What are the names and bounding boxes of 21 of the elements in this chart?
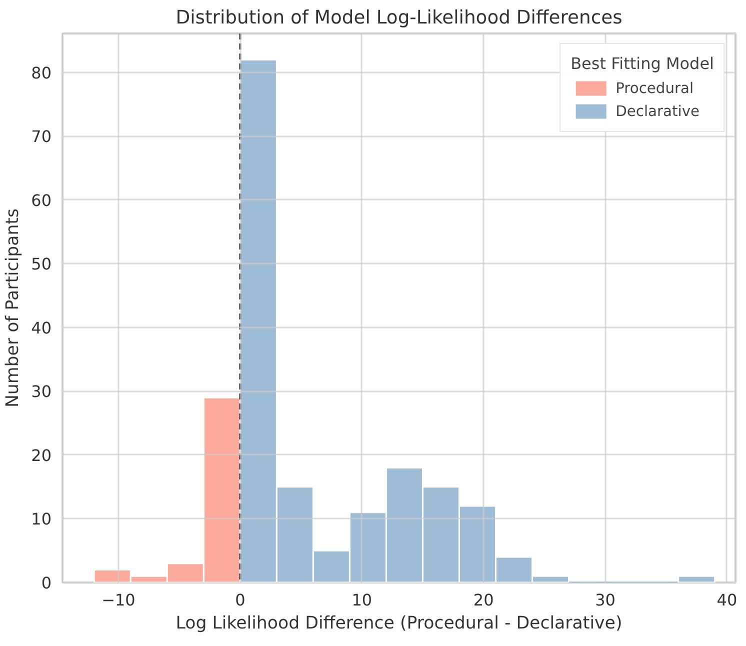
- y-tick-label: 60: [31, 190, 52, 210]
- legend-title: Best Fitting Model: [570, 54, 714, 73]
- y-axis-title: Number of Participants: [3, 208, 24, 408]
- x-tick-label: 0: [235, 590, 246, 610]
- y-tick-label: 70: [31, 127, 52, 146]
- x-tick-label: 40: [716, 590, 738, 610]
- x-tick-label: 10: [352, 590, 372, 610]
- chart-title: Distribution of Model Log-Likelihood Differences: [176, 8, 622, 28]
- x-axis-title: Log Likelihood Difference (Procedural - Declarative): [176, 614, 622, 634]
- x-tick-label: 30: [595, 590, 616, 610]
- y-tick-label: 20: [31, 446, 52, 465]
- y-tick-label: 10: [31, 510, 52, 529]
- y-tick-label: 80: [31, 63, 52, 82]
- legend-label: Declarative: [616, 102, 700, 120]
- y-tick-label: 0: [41, 574, 52, 592]
- x-tick-label: 20: [473, 590, 494, 610]
- y-tick-label: 50: [31, 254, 52, 274]
- legend-label: Procedural: [616, 80, 694, 96]
- y-tick-label: 40: [31, 318, 52, 338]
- x-tick-label: −10: [102, 590, 136, 610]
- y-tick-label: 30: [31, 382, 52, 402]
